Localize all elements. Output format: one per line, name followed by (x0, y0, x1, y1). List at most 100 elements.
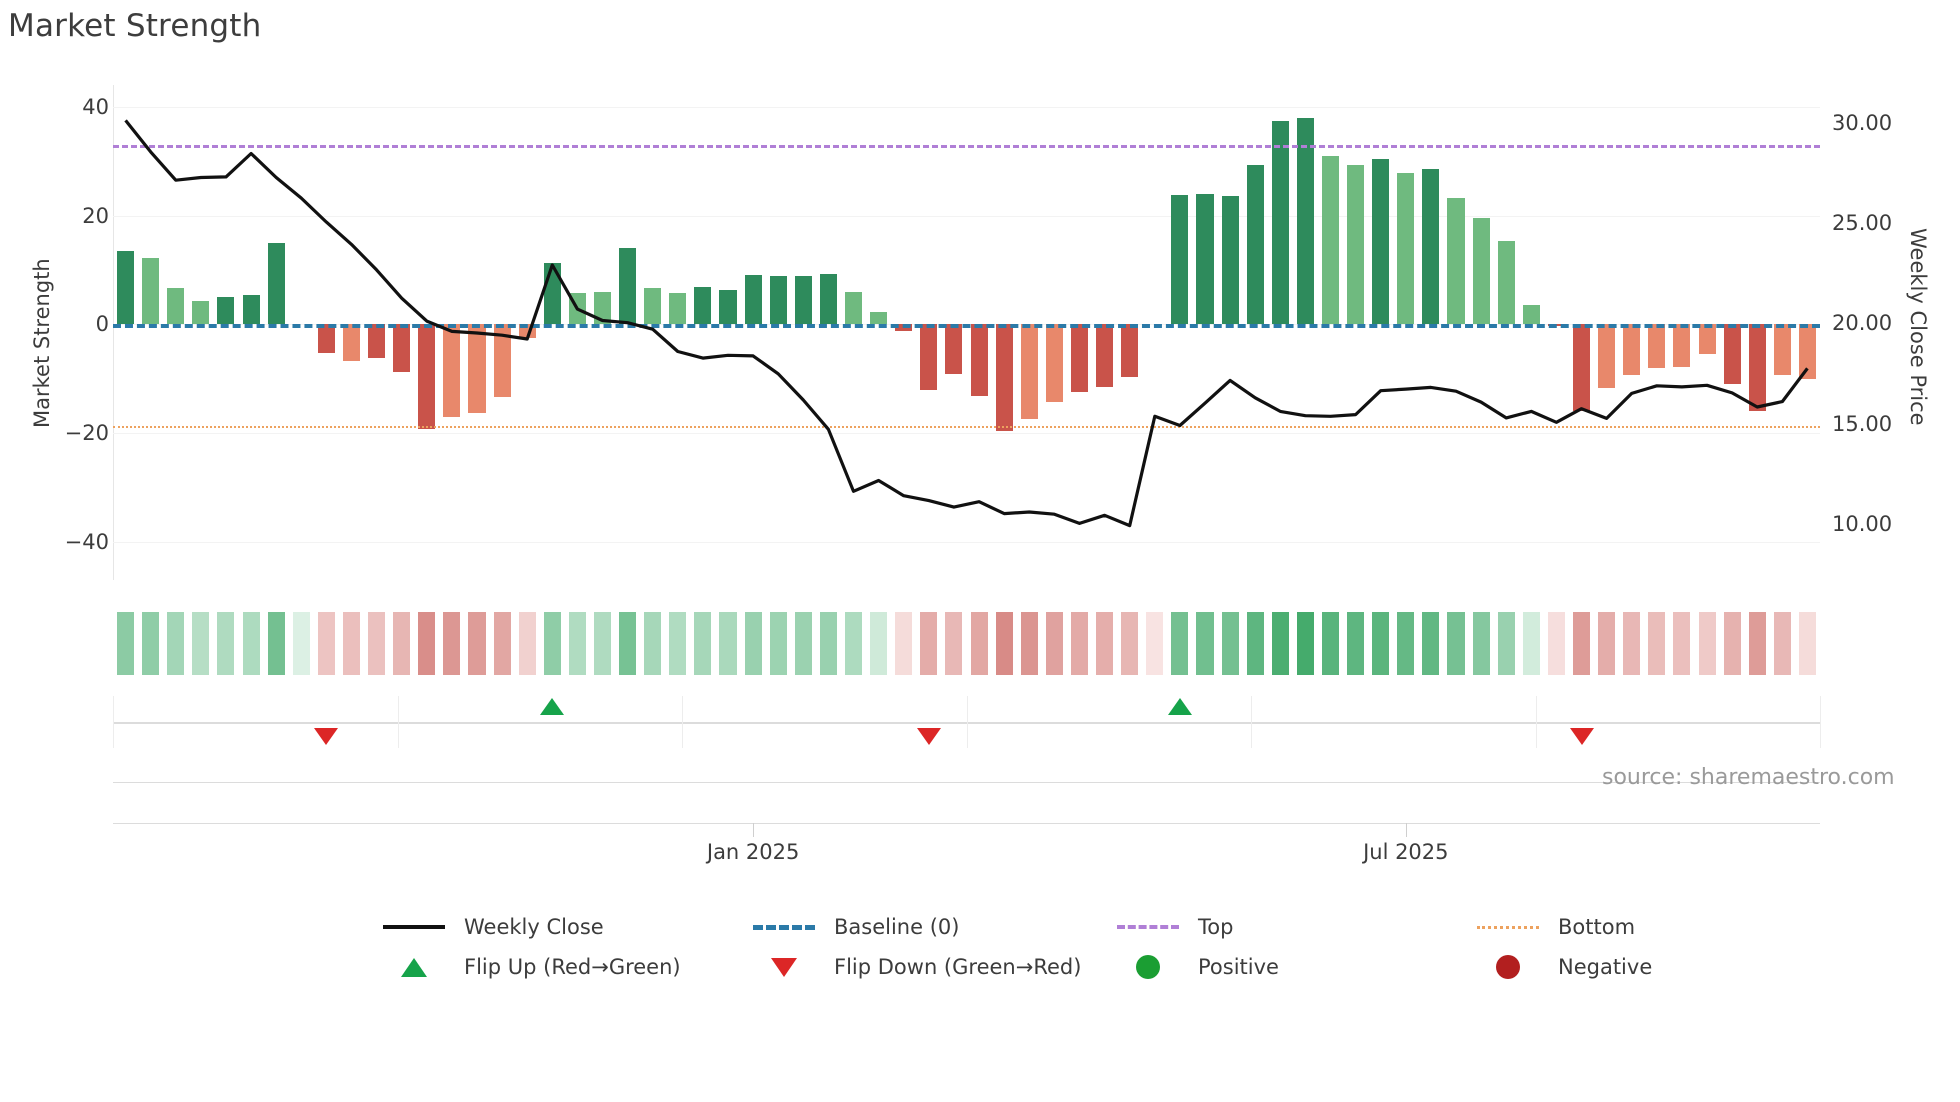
strength-bar (368, 324, 386, 359)
page-title: Market Strength (8, 8, 262, 44)
flip-up-marker (1167, 698, 1192, 715)
legend-item-label: Top (1198, 915, 1234, 939)
strength-bar (1271, 121, 1289, 325)
heatmap-cell (1798, 612, 1816, 675)
heatmap-cell (1723, 612, 1741, 675)
y-axis-tick-right: 25.00 (1832, 211, 1893, 236)
flip-grid-tick (1535, 696, 1537, 748)
strength-bar (1648, 324, 1666, 368)
heatmap-cell (493, 612, 511, 675)
x-axis-tick-mark (1405, 823, 1407, 837)
y-axis-tick-left: 0 (95, 312, 109, 337)
strength-bar (644, 288, 662, 325)
flip-grid-tick (682, 696, 683, 748)
triangle-up-icon (378, 955, 450, 979)
plot-area (113, 85, 1820, 580)
heatmap-cell (1372, 612, 1390, 675)
heatmap-cell (117, 612, 135, 675)
flip-down-marker (1569, 728, 1594, 745)
y-axis-tick-right: 20.00 (1832, 311, 1893, 336)
strength-bar (443, 324, 461, 417)
heatmap-cell (443, 612, 461, 675)
strength-bar (694, 286, 712, 325)
strength-bar (1447, 198, 1465, 325)
heatmap-cell (568, 612, 586, 675)
legend-item[interactable]: Positive (1112, 955, 1279, 979)
gridline (113, 433, 1820, 435)
x-axis-tick-label: Jul 2025 (1363, 840, 1449, 864)
legend-item[interactable]: Weekly Close (378, 915, 604, 939)
legend-item-label: Positive (1198, 955, 1279, 979)
strength-bar (393, 324, 411, 373)
heatmap-cell (719, 612, 737, 675)
y-axis-tick-left: −40 (64, 529, 109, 554)
heatmap-cell (920, 612, 938, 675)
strength-bar (142, 257, 160, 325)
heatmap-cell (1547, 612, 1565, 675)
heatmap-cell (1397, 612, 1415, 675)
legend-item[interactable]: Bottom (1472, 915, 1635, 939)
divider-line-lower (113, 823, 1820, 824)
right-axis-label: Weekly Close Price (1906, 227, 1930, 426)
heatmap-cell (819, 612, 837, 675)
heatmap-cell (694, 612, 712, 675)
legend-item[interactable]: Flip Down (Green→Red) (748, 955, 1081, 979)
heatmap-cell (518, 612, 536, 675)
strength-bar (1070, 324, 1088, 393)
strength-bar (1196, 194, 1214, 325)
heatmap-cell (995, 612, 1013, 675)
positive-dot-icon (1112, 955, 1184, 979)
heatmap-cell (1447, 612, 1465, 675)
heatmap-cell (1748, 612, 1766, 675)
strength-bar (970, 324, 988, 397)
divider-line-upper (113, 782, 1820, 783)
heatmap-cell (794, 612, 812, 675)
strength-bar (1773, 324, 1791, 375)
heatmap-cell (1271, 612, 1289, 675)
legend-item-label: Flip Down (Green→Red) (834, 955, 1082, 979)
strength-bar (167, 288, 185, 325)
strength-bar (217, 297, 235, 325)
legend-item[interactable]: Negative (1472, 955, 1652, 979)
heatmap-cell (845, 612, 863, 675)
triangle-down-icon (748, 955, 820, 979)
bottom-dot-icon (1472, 915, 1544, 939)
heatmap-cell (1121, 612, 1139, 675)
heatmap-cell (1497, 612, 1515, 675)
source-attribution: source: sharemaestro.com (1602, 765, 1895, 790)
heatmap-cell (1171, 612, 1189, 675)
legend-item[interactable]: Top (1112, 915, 1233, 939)
heatmap-cell (1196, 612, 1214, 675)
flip-up-marker (540, 698, 565, 715)
heatmap-cell (970, 612, 988, 675)
strength-bar (845, 291, 863, 325)
strength-bar (117, 251, 135, 325)
strength-bar (719, 289, 737, 325)
strength-bar (794, 275, 812, 325)
heatmap-cell (1773, 612, 1791, 675)
left-axis-line (113, 85, 114, 580)
heatmap-cell (1246, 612, 1264, 675)
strength-bar (242, 294, 260, 325)
heatmap-cell (292, 612, 310, 675)
strength-bar (1522, 304, 1540, 325)
legend-item[interactable]: Baseline (0) (748, 915, 959, 939)
y-axis-tick-right: 10.00 (1832, 511, 1893, 536)
heatmap-cell (217, 612, 235, 675)
heatmap-cell (267, 612, 285, 675)
flip-grid-tick (113, 696, 114, 748)
heatmap-cell (1321, 612, 1340, 675)
y-axis-tick-left: 40 (82, 94, 109, 119)
heatmap-cell (192, 612, 210, 675)
strength-bar (1748, 324, 1766, 411)
legend-item-label: Bottom (1558, 915, 1636, 939)
heatmap-cell (1472, 612, 1490, 675)
strength-bar (995, 324, 1013, 432)
heatmap-cell (1698, 612, 1716, 675)
strength-bar (1221, 195, 1239, 325)
legend-item[interactable]: Flip Up (Red→Green) (378, 955, 681, 979)
heatmap-cell (1070, 612, 1088, 675)
strength-bar (1171, 195, 1189, 325)
strength-bar (1096, 324, 1114, 387)
